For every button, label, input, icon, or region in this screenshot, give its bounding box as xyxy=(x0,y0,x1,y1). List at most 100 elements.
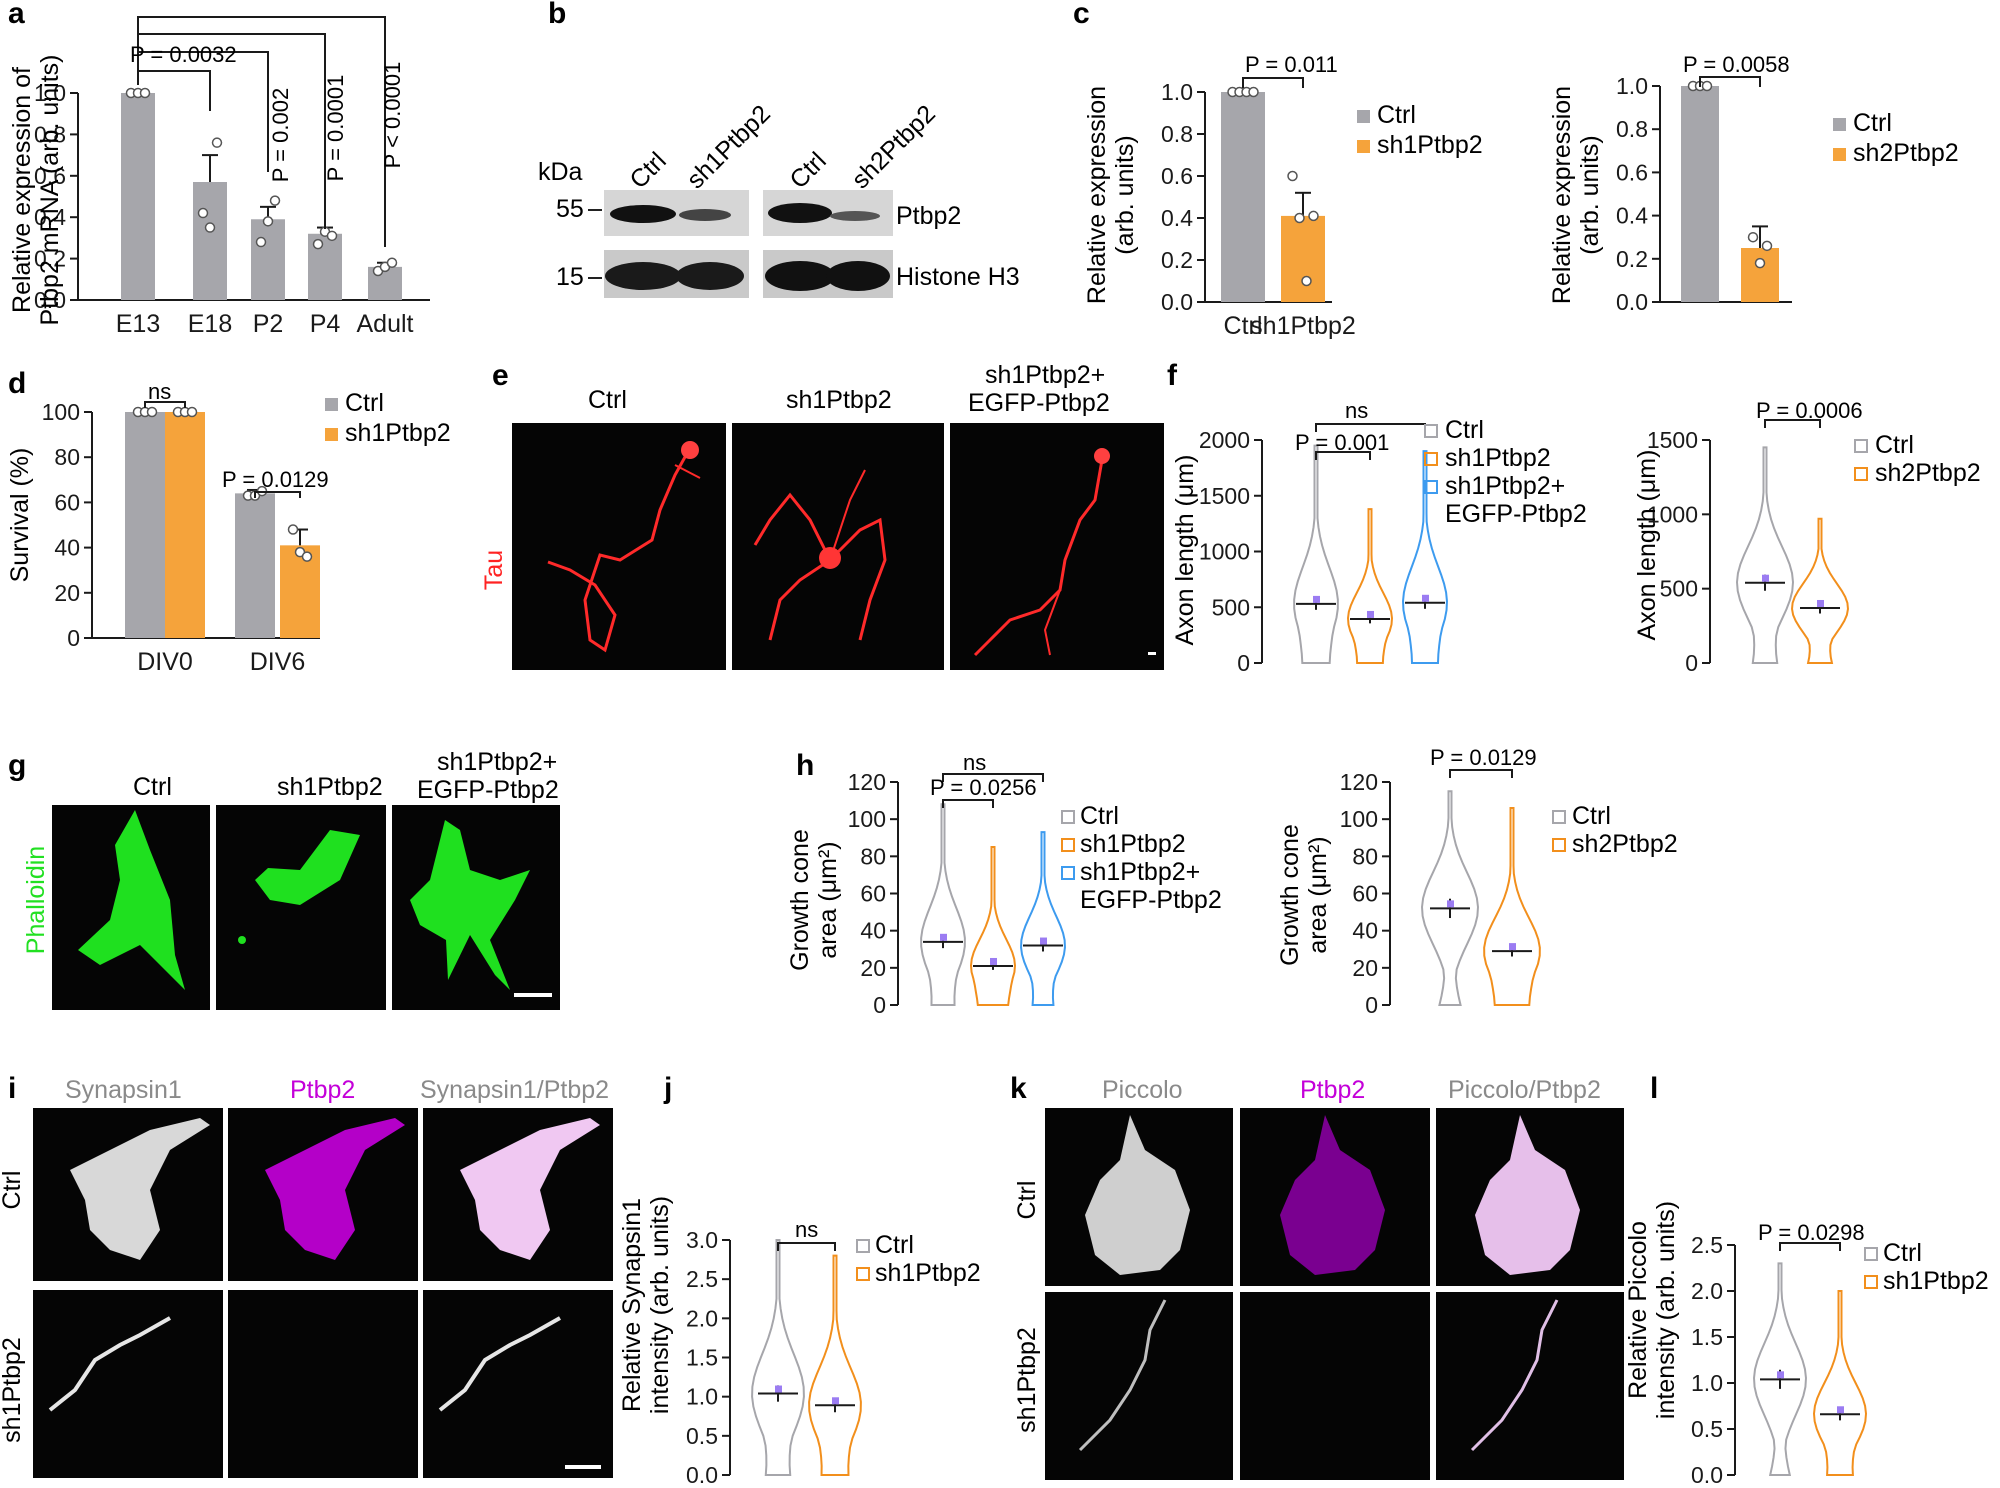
c-right-y-tick-label-0: 0.0 xyxy=(1616,289,1648,315)
a-bar-1 xyxy=(193,182,227,300)
g-image-sh1 xyxy=(216,805,386,1010)
h-left-violin-1 xyxy=(969,846,1017,1006)
f-right-y-tick-label-1: 500 xyxy=(1660,576,1698,602)
d-pvalue: P = 0.0129 xyxy=(222,467,329,492)
f-left-ylabel: Axon length (μm) xyxy=(1171,455,1199,646)
panel-label-f: f xyxy=(1167,359,1178,392)
f-left-y-tick-label-2: 1000 xyxy=(1199,539,1250,565)
a-y-tick-label-4: 0.8 xyxy=(34,121,66,147)
panel-label-d: d xyxy=(8,367,26,400)
d-bar-1-0 xyxy=(235,493,275,638)
h-right-y-tick-label-5: 100 xyxy=(1340,806,1378,832)
d-point-1-1-0 xyxy=(287,524,299,535)
l-y-tick-label-2: 1.0 xyxy=(1691,1370,1723,1396)
d-x-label-1: DIV6 xyxy=(250,648,306,676)
h-right-legend-ctrl: Ctrl xyxy=(1572,802,1611,830)
a-y-tick-label-1: 0.2 xyxy=(34,246,66,272)
c-left-bar-1 xyxy=(1281,215,1325,302)
h-right-pvalue: P = 0.0129 xyxy=(1430,745,1537,770)
b-kda-label: kDa xyxy=(538,158,583,186)
d-bar-1-1 xyxy=(280,545,320,638)
f-left-y-tick-label-1: 500 xyxy=(1212,594,1250,620)
panel-label-j: j xyxy=(663,1072,672,1105)
panel-i-synapsin-images: Synapsin1 Ptbp2 Synapsin1/Ptbp2 Ctrl sh1… xyxy=(0,1076,613,1478)
i-row-sh1: sh1Ptbp2 xyxy=(0,1337,26,1443)
f-legend-sh1: sh1Ptbp2 xyxy=(1445,444,1551,472)
f-left-y-tick-label-3: 1500 xyxy=(1199,483,1250,509)
f-left-rep-2 xyxy=(1422,594,1429,602)
a-pvalue-adult: P < 0.0001 xyxy=(380,62,405,169)
k-col-piccolo: Piccolo xyxy=(1102,1076,1183,1104)
l-bracket xyxy=(1779,1242,1841,1251)
c-right-bracket xyxy=(1699,76,1761,87)
b-mw-15: 15 xyxy=(556,263,584,291)
h-left-y-tick-label-4: 80 xyxy=(860,843,886,869)
d-bar-0-0 xyxy=(125,412,165,638)
f-right-violin-0 xyxy=(1735,446,1795,664)
c-left-legend-ctrl: Ctrl xyxy=(1377,101,1416,129)
l-rep-1 xyxy=(1837,1406,1844,1414)
b-band-ptbp2: Ptbp2 xyxy=(896,202,961,230)
a-y-tick-label-0: 0.0 xyxy=(34,287,66,313)
a-pvalue-e18: P = 0.0032 xyxy=(130,42,237,67)
l-y-tick-label-5: 2.5 xyxy=(1691,1232,1723,1258)
b-lane-4: sh2Ptbp2 xyxy=(846,100,940,194)
f-right-rep-1 xyxy=(1817,599,1824,607)
i-col-synapsin: Synapsin1 xyxy=(65,1076,182,1104)
i-row-ctrl: Ctrl xyxy=(0,1171,26,1210)
a-ylabel-line2: Ptbp2 mRNA (arb. units) xyxy=(36,55,64,326)
e-image-ctrl xyxy=(512,423,726,670)
b-lane-3: Ctrl xyxy=(784,147,831,194)
panel-label-l: l xyxy=(1650,1072,1658,1105)
h-left-ylabel-1: Growth cone xyxy=(786,829,814,971)
h-right-y-tick-label-6: 120 xyxy=(1340,769,1378,795)
f-right-legend-sh2: sh2Ptbp2 xyxy=(1875,459,1981,487)
c-right-y-tick-label-1: 0.2 xyxy=(1616,246,1648,272)
h-right-y-tick-label-3: 60 xyxy=(1352,881,1378,907)
a-pvalue-p2: P = 0.002 xyxy=(268,88,293,182)
d-point-0-0-2 xyxy=(146,406,158,418)
h-left-y-tick-label-6: 120 xyxy=(848,769,886,795)
i-col-merge: Synapsin1/Ptbp2 xyxy=(420,1076,609,1104)
j-violin-1 xyxy=(808,1254,862,1476)
a-x-label-3: P4 xyxy=(310,310,341,338)
c-left-x-label-1: sh1Ptbp2 xyxy=(1250,312,1356,340)
a-y-tick-label-3: 0.6 xyxy=(34,163,66,189)
j-y-tick-label-0: 0.0 xyxy=(686,1462,718,1488)
j-y-tick-label-3: 1.5 xyxy=(686,1345,718,1371)
b-band-h3: Histone H3 xyxy=(896,263,1020,291)
panel-j-labels: Relative Synapsin1 intensity (arb. units… xyxy=(618,1196,981,1414)
d-x-label-0: DIV0 xyxy=(137,648,193,676)
panel-label-c: c xyxy=(1073,0,1090,30)
c-left-y-tick-label-5: 1.0 xyxy=(1161,79,1193,105)
h-left-bracket-ns xyxy=(942,773,1044,782)
f-left-violin-0 xyxy=(1293,444,1339,664)
c-right-ylabel-1: Relative expression xyxy=(1548,86,1576,304)
panel-label-i: i xyxy=(8,1072,16,1105)
g-label-ctrl: Ctrl xyxy=(133,773,172,801)
d-bar-0-1 xyxy=(165,412,205,638)
panel-label-b: b xyxy=(548,0,566,30)
c-left-pvalue: P = 0.011 xyxy=(1245,52,1338,77)
l-pvalue: P = 0.0298 xyxy=(1758,1220,1865,1245)
c-left-ylabel-2: (arb. units) xyxy=(1111,135,1139,254)
panel-c-labels: Relative expression (arb. units) P = 0.0… xyxy=(1083,52,1959,304)
j-y-tick-label-6: 3.0 xyxy=(686,1227,718,1253)
g-label-rescue-2: EGFP-Ptbp2 xyxy=(417,776,559,804)
panel-b-western-blot: Ctrl sh1Ptbp2 Ctrl sh2Ptbp2 kDa 55 15 Pt… xyxy=(538,100,1020,298)
panel-label-k: k xyxy=(1010,1072,1027,1105)
c-right-y-tick-label-5: 1.0 xyxy=(1616,73,1648,99)
e-label-sh1: sh1Ptbp2 xyxy=(786,386,892,414)
h-left-y-tick-label-3: 60 xyxy=(860,881,886,907)
j-bracket xyxy=(777,1242,836,1251)
d-y-tick-label-1: 20 xyxy=(54,580,80,606)
h-right-violin-0 xyxy=(1421,790,1479,1006)
h-left-violin-2 xyxy=(1020,831,1066,1006)
j-violin-0 xyxy=(751,1239,805,1476)
d-y-tick-label-4: 80 xyxy=(54,444,80,470)
c-right-y-tick-label-3: 0.6 xyxy=(1616,159,1648,185)
f-left-ns: ns xyxy=(1345,398,1368,423)
f-right-legend-ctrl: Ctrl xyxy=(1875,431,1914,459)
panel-g-phalloidin-images: Ctrl sh1Ptbp2 sh1Ptbp2+ EGFP-Ptbp2 Phall… xyxy=(22,748,560,1010)
c-right-point-1-0 xyxy=(1747,231,1759,243)
